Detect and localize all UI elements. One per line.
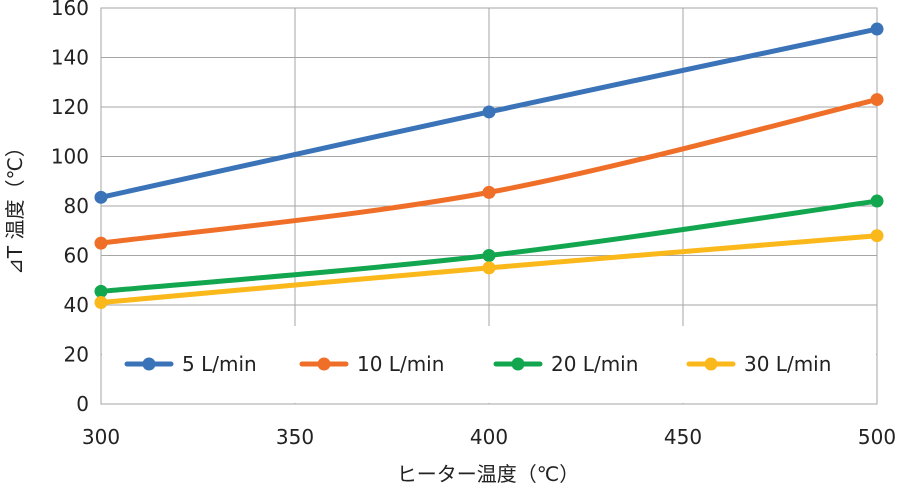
legend-marker <box>317 357 331 371</box>
y-tick-label: 60 <box>64 244 89 268</box>
legend: 5 L/min 10 L/min 20 L/min 30 L/min <box>124 352 831 376</box>
y-tick-label: 160 <box>51 0 89 20</box>
x-tick-label: 350 <box>276 425 314 449</box>
legend-label: 30 L/min <box>744 352 831 376</box>
legend-marker <box>511 357 525 371</box>
x-tick-label: 500 <box>858 425 896 449</box>
legend-label: 5 L/min <box>182 352 257 376</box>
data-point <box>482 105 496 119</box>
y-tick-label: 40 <box>64 293 89 317</box>
y-tick-label: 0 <box>76 392 89 416</box>
x-tick-label: 300 <box>82 425 120 449</box>
data-point <box>870 93 884 107</box>
y-tick-label: 140 <box>51 46 89 70</box>
data-point <box>482 249 496 262</box>
data-point <box>870 229 884 243</box>
y-tick-label: 120 <box>51 95 89 119</box>
legend-background <box>102 326 876 403</box>
legend-marker <box>142 357 156 371</box>
data-point <box>870 194 884 208</box>
series-layer <box>94 22 884 310</box>
data-point <box>482 185 496 199</box>
x-axis-title: ヒーター温度（℃） <box>397 462 579 486</box>
data-point <box>94 296 108 310</box>
y-axis-title: ⊿T 温度（℃） <box>3 137 27 275</box>
axes: 0 20 40 60 80 100 120 140 160 300 350 400 450 500 <box>51 0 896 449</box>
data-point <box>94 284 108 298</box>
legend-label: 10 L/min <box>357 352 444 376</box>
legend-box <box>102 326 876 403</box>
y-tick-label: 80 <box>64 194 89 218</box>
y-tick-label: 20 <box>64 343 89 367</box>
data-point <box>870 22 884 36</box>
x-tick-label: 400 <box>470 425 508 449</box>
data-point <box>482 261 496 275</box>
data-point <box>94 190 108 204</box>
legend-marker <box>704 357 718 371</box>
legend-label: 20 L/min <box>551 352 638 376</box>
x-tick-label: 450 <box>664 425 702 449</box>
y-tick-label: 100 <box>51 145 89 169</box>
data-point <box>94 236 108 250</box>
